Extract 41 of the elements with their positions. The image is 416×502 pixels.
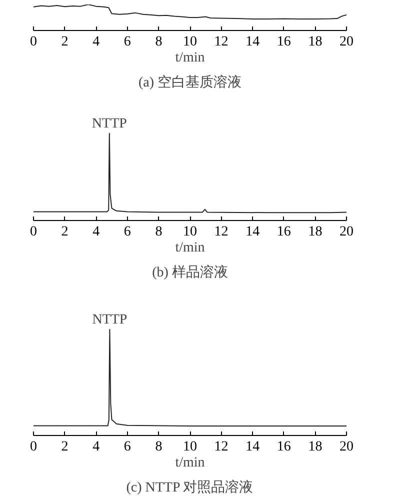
x-tick-label: 2 [61,34,68,50]
x-tick-label: 18 [308,224,322,240]
x-tick-label: 14 [246,440,260,454]
x-tick-label: 10 [183,34,197,50]
x-tick-label: 10 [183,440,197,454]
x-tick-label: 8 [155,440,162,454]
annotation: NTTP [92,312,128,328]
x-tick-label: 8 [155,34,162,50]
x-tick-label: 0 [30,440,37,454]
x-tick-label: 20 [340,34,354,50]
text: (b) 样品溶液 [152,264,228,280]
x-tick-label: 6 [124,440,131,454]
x-tick-label: 8 [155,224,162,240]
text: (a) 空白基质溶液 [138,74,242,90]
x-tick-label: 0 [30,224,37,240]
x-tick-label: 12 [214,34,228,50]
text: (c) NTTP 对照品溶液 [126,480,254,496]
x-tick-label: 16 [276,440,291,454]
x-tick-label: 14 [246,224,260,240]
x-tick-label: 10 [183,224,197,240]
x-tick-label: 4 [92,440,100,454]
x-tick-label: 20 [340,224,354,240]
x-tick-label: 16 [276,224,291,240]
x-tick-label: 14 [246,34,260,50]
x-axis-title: t/min [175,240,205,256]
x-axis-title: t/min [175,456,205,470]
x-tick-label: 6 [124,34,131,50]
x-tick-label: 18 [308,440,322,454]
x-tick-label: 4 [92,224,100,240]
x-tick-label: 4 [92,34,100,50]
x-tick-label: 6 [124,224,131,240]
x-tick-label: 0 [30,34,37,50]
x-tick-label: 2 [61,224,68,240]
x-tick-label: 12 [214,440,228,454]
x-tick-label: 18 [308,34,322,50]
x-tick-label: 20 [340,440,354,454]
x-axis-title: t/min [175,50,205,66]
x-tick-label: 2 [61,440,68,454]
x-tick-label: 16 [276,34,291,50]
annotation: NTTP [92,116,128,132]
x-tick-label: 12 [214,224,228,240]
